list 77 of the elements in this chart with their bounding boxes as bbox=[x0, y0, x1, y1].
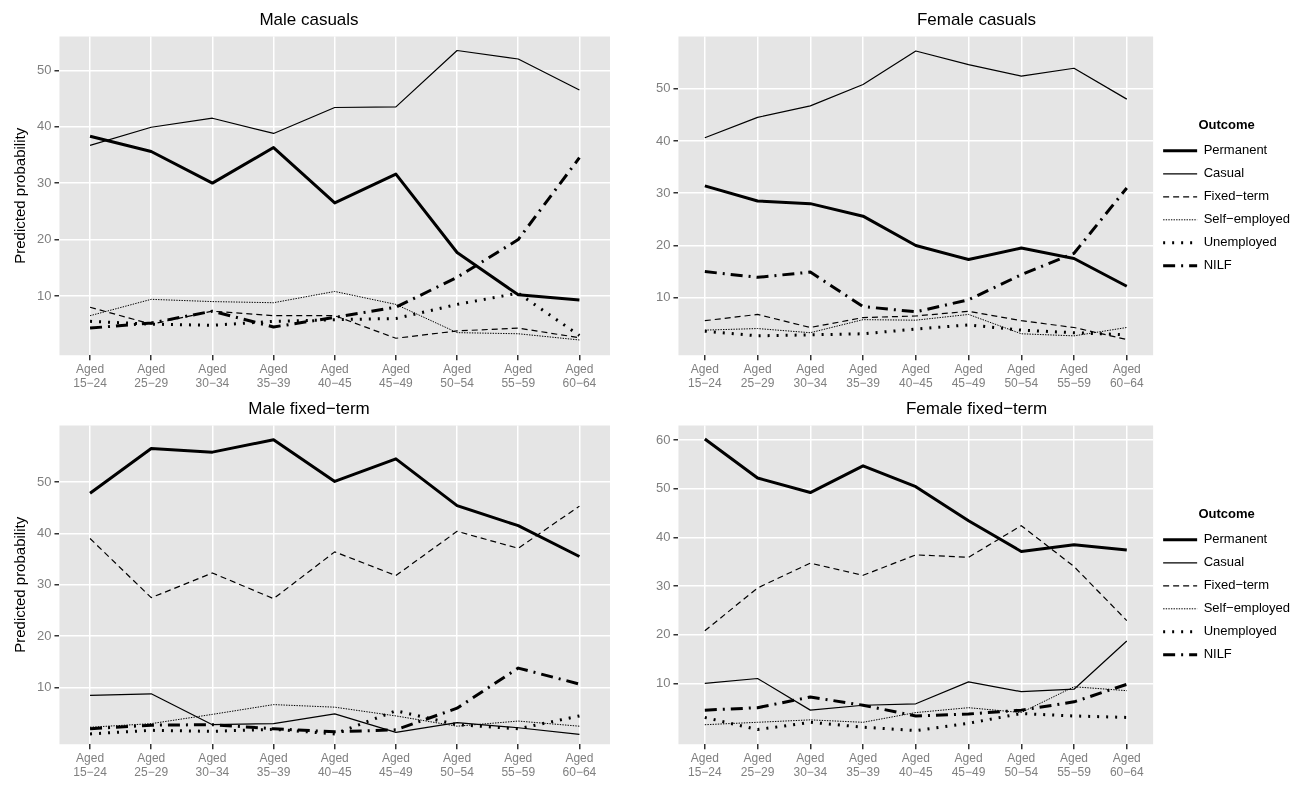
legend-label: Unemployed bbox=[1203, 234, 1277, 250]
y-tick-label: 60 bbox=[655, 431, 671, 447]
y-tick-label: 20 bbox=[655, 626, 671, 642]
legend-label: Fixed−term bbox=[1203, 577, 1270, 593]
x-tick-label: Aged 50−54 bbox=[440, 361, 475, 391]
y-tick-label: 50 bbox=[655, 480, 671, 496]
y-tick-label: 50 bbox=[36, 61, 52, 77]
x-tick-label: Aged 35−39 bbox=[256, 361, 291, 391]
y-tick-label: 20 bbox=[655, 237, 671, 253]
legend-label: Self−employed bbox=[1203, 600, 1291, 616]
y-tick-label: 40 bbox=[36, 118, 52, 134]
chart-title: Female fixed−term bbox=[905, 398, 1048, 418]
y-axis-title: Predicted probability bbox=[11, 516, 29, 653]
x-tick-label: Aged 25−29 bbox=[134, 750, 169, 780]
chart-title: Male fixed−term bbox=[248, 398, 370, 418]
x-tick-label: Aged 45−49 bbox=[951, 750, 986, 780]
x-tick-label: Aged 55−59 bbox=[1057, 361, 1092, 391]
y-tick-label: 10 bbox=[36, 679, 52, 695]
legend-label: Fixed−term bbox=[1203, 188, 1270, 204]
y-axis-title: Predicted probability bbox=[11, 127, 29, 264]
x-tick-label: Aged 30−34 bbox=[195, 750, 230, 780]
legend-label: NILF bbox=[1203, 257, 1232, 273]
legend-label: Unemployed bbox=[1203, 623, 1277, 639]
x-tick-label: Aged 55−59 bbox=[501, 750, 536, 780]
y-tick-label: 20 bbox=[36, 231, 52, 247]
legend-label: NILF bbox=[1203, 646, 1232, 662]
x-tick-label: Aged 15−24 bbox=[73, 361, 108, 391]
legend-label: Permanent bbox=[1203, 531, 1268, 547]
legend-label: Casual bbox=[1203, 554, 1245, 570]
x-tick-label: Aged 60−64 bbox=[1109, 750, 1144, 780]
x-tick-label: Aged 40−45 bbox=[898, 750, 933, 780]
x-tick-label: Aged 50−54 bbox=[440, 750, 475, 780]
x-tick-label: Aged 60−64 bbox=[562, 361, 597, 391]
x-tick-label: Aged 40−45 bbox=[898, 361, 933, 391]
y-tick-label: 30 bbox=[655, 184, 671, 200]
x-tick-label: Aged 25−29 bbox=[134, 361, 169, 391]
x-tick-label: Aged 50−54 bbox=[1004, 750, 1039, 780]
y-tick-label: 10 bbox=[36, 287, 52, 303]
x-tick-label: Aged 25−29 bbox=[740, 750, 775, 780]
legend-label: Permanent bbox=[1203, 142, 1268, 158]
y-tick-label: 30 bbox=[36, 174, 52, 190]
y-tick-label: 40 bbox=[36, 524, 52, 540]
x-tick-label: Aged 15−24 bbox=[73, 750, 108, 780]
y-tick-label: 40 bbox=[655, 528, 671, 544]
x-tick-label: Aged 60−64 bbox=[1109, 361, 1144, 391]
x-tick-label: Aged 60−64 bbox=[562, 750, 597, 780]
y-tick-label: 10 bbox=[655, 674, 671, 690]
x-tick-label: Aged 55−59 bbox=[501, 361, 536, 391]
x-tick-label: Aged 30−34 bbox=[195, 361, 230, 391]
x-tick-label: Aged 50−54 bbox=[1004, 361, 1039, 391]
x-tick-label: Aged 30−34 bbox=[793, 361, 828, 391]
x-tick-label: Aged 45−49 bbox=[379, 361, 414, 391]
x-tick-label: Aged 15−24 bbox=[687, 361, 723, 391]
y-tick-label: 50 bbox=[36, 473, 52, 489]
x-tick-label: Aged 35−39 bbox=[846, 361, 881, 391]
legend-title: Outcome bbox=[1198, 505, 1255, 521]
x-tick-label: Aged 40−45 bbox=[317, 750, 352, 780]
y-tick-label: 30 bbox=[655, 577, 671, 593]
x-tick-label: Aged 45−49 bbox=[379, 750, 414, 780]
x-tick-label: Aged 35−39 bbox=[846, 750, 881, 780]
y-tick-label: 50 bbox=[655, 80, 671, 96]
x-tick-label: Aged 25−29 bbox=[740, 361, 775, 391]
legend-label: Self−employed bbox=[1203, 211, 1291, 227]
y-tick-label: 20 bbox=[36, 627, 52, 643]
y-tick-label: 40 bbox=[655, 132, 671, 148]
x-tick-label: Aged 30−34 bbox=[793, 750, 828, 780]
x-tick-label: Aged 35−39 bbox=[256, 750, 291, 780]
x-tick-label: Aged 55−59 bbox=[1057, 750, 1092, 780]
x-tick-label: Aged 15−24 bbox=[687, 750, 723, 780]
x-tick-label: Aged 45−49 bbox=[951, 361, 986, 391]
x-tick-label: Aged 40−45 bbox=[317, 361, 352, 391]
y-tick-label: 10 bbox=[655, 289, 671, 305]
y-tick-label: 30 bbox=[36, 576, 52, 592]
chart-title: Female casuals bbox=[916, 9, 1037, 29]
chart-title: Male casuals bbox=[259, 9, 359, 29]
legend-title: Outcome bbox=[1198, 116, 1255, 132]
legend-label: Casual bbox=[1203, 165, 1245, 181]
